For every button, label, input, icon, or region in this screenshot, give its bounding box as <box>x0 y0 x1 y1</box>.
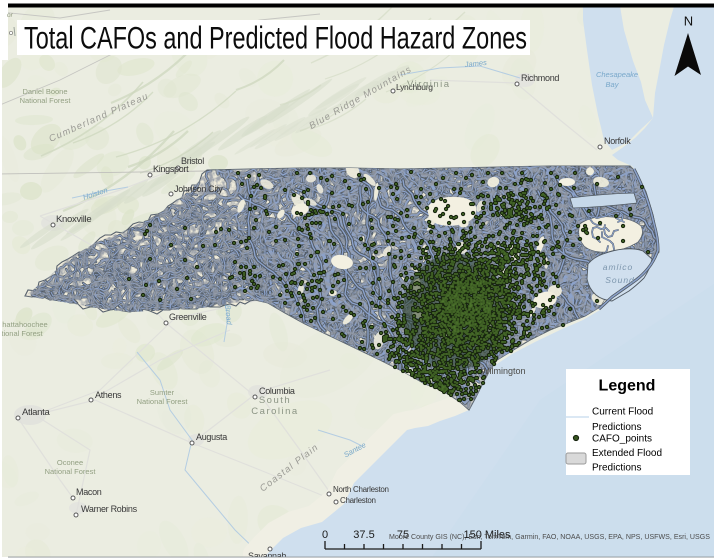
svg-text:150 Miles: 150 Miles <box>463 529 511 541</box>
svg-text:North Charleston: North Charleston <box>333 485 389 494</box>
svg-text:Carolina: Carolina <box>251 406 298 417</box>
svg-text:tional Forest: tional Forest <box>1 329 43 338</box>
svg-text:Charleston: Charleston <box>340 496 376 505</box>
svg-text:Wilmington: Wilmington <box>481 366 526 376</box>
svg-text:Kingsport: Kingsport <box>153 164 189 174</box>
svg-text:CAFO_points: CAFO_points <box>592 434 652 445</box>
svg-text:Predictions: Predictions <box>592 422 641 433</box>
svg-text:0: 0 <box>322 529 328 541</box>
svg-text:Sound: Sound <box>605 275 635 285</box>
svg-text:South: South <box>259 395 291 406</box>
svg-text:Lynchburg: Lynchburg <box>396 82 433 92</box>
svg-text:Chesapeake: Chesapeake <box>596 70 638 79</box>
svg-text:37.5: 37.5 <box>353 529 374 541</box>
svg-text:Virginia: Virginia <box>407 79 451 90</box>
svg-text:Total CAFOs and Predicted Floo: Total CAFOs and Predicted Flood Hazard Z… <box>24 20 527 56</box>
svg-text:Current Flood: Current Flood <box>592 407 653 418</box>
svg-text:or: or <box>7 12 14 19</box>
svg-text:James: James <box>463 58 487 69</box>
svg-text:National Forest: National Forest <box>137 397 189 406</box>
svg-text:Norfolk: Norfolk <box>604 136 631 146</box>
svg-text:Columbia: Columbia <box>259 386 295 396</box>
svg-text:Moore County GIS (NC), Esri, T: Moore County GIS (NC), Esri, TomTom, Gar… <box>389 532 710 541</box>
svg-text:Bristol: Bristol <box>181 156 204 166</box>
svg-text:Knoxville: Knoxville <box>56 214 91 225</box>
svg-text:Predictions: Predictions <box>592 463 641 474</box>
svg-text:Richmond: Richmond <box>521 73 559 83</box>
svg-text:Johnson City: Johnson City <box>174 184 223 194</box>
svg-text:Augusta: Augusta <box>196 432 227 442</box>
svg-text:N: N <box>684 14 693 29</box>
svg-text:National Forest: National Forest <box>20 96 72 105</box>
svg-text:Savannah: Savannah <box>248 551 286 560</box>
svg-text:Atlanta: Atlanta <box>22 407 50 418</box>
svg-text:Sumter: Sumter <box>150 388 175 397</box>
svg-text:75: 75 <box>397 529 409 541</box>
svg-text:Warner Robins: Warner Robins <box>81 504 138 514</box>
svg-text:Greenville: Greenville <box>169 312 207 322</box>
svg-text:Legend: Legend <box>599 378 656 395</box>
svg-text:Oconee: Oconee <box>57 458 83 467</box>
svg-text:Extended Flood: Extended Flood <box>592 448 662 459</box>
svg-text:Macon: Macon <box>76 487 102 497</box>
svg-text:National Forest: National Forest <box>45 467 97 476</box>
svg-text:Daniel Boone: Daniel Boone <box>22 87 67 96</box>
svg-text:amlico: amlico <box>603 262 634 272</box>
svg-text:Broad: Broad <box>223 304 234 326</box>
svg-text:Bay: Bay <box>606 80 620 89</box>
svg-text:hattahoochee: hattahoochee <box>2 320 47 329</box>
svg-text:Athens: Athens <box>95 390 122 400</box>
